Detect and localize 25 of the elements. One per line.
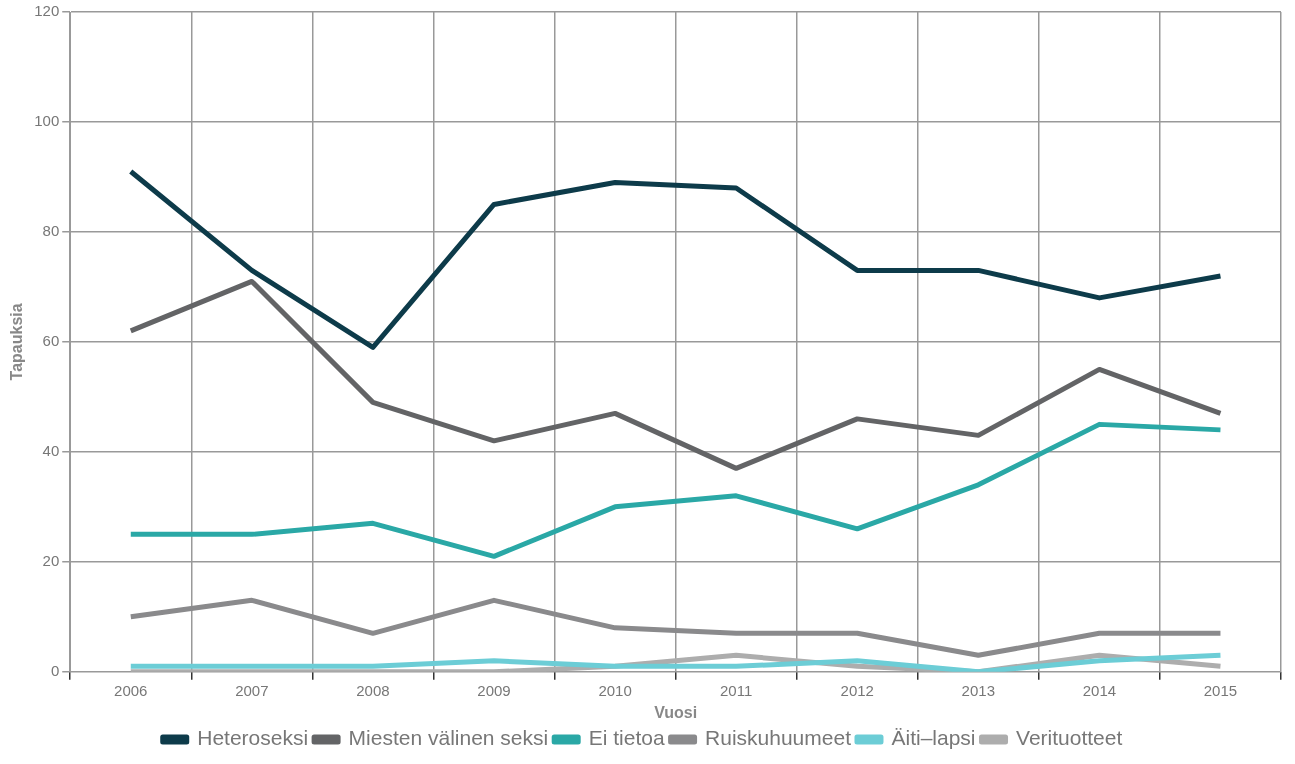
y-tick-label: 100 bbox=[34, 112, 60, 130]
x-tick-label: 2014 bbox=[1082, 681, 1117, 699]
y-tick-label: 120 bbox=[34, 2, 60, 20]
x-tick-label: 2013 bbox=[961, 681, 995, 699]
x-tick-label: 2012 bbox=[840, 681, 874, 699]
y-tick-label: 80 bbox=[42, 222, 60, 240]
x-tick-label: 2010 bbox=[598, 681, 632, 699]
legend-label: Ruiskuhuumeet bbox=[705, 726, 852, 750]
x-axis-title: Vuosi bbox=[654, 703, 698, 721]
x-tick-label: 2008 bbox=[356, 681, 390, 699]
x-tick-label: 2007 bbox=[235, 681, 269, 699]
x-tick-label: 2006 bbox=[114, 681, 148, 699]
legend-label: Ei tietoa bbox=[588, 726, 665, 750]
y-tick-label: 60 bbox=[42, 332, 60, 350]
legend-label: Verituotteet bbox=[1016, 726, 1123, 750]
y-tick-label: 0 bbox=[50, 661, 60, 679]
x-tick-label: 2015 bbox=[1203, 681, 1238, 699]
y-tick-label: 20 bbox=[42, 551, 60, 569]
y-tick-label: 40 bbox=[42, 442, 60, 460]
legend-label: Miesten välinen seksi bbox=[348, 726, 549, 750]
legend-label: Heteroseksi bbox=[197, 726, 309, 750]
x-tick-label: 2009 bbox=[477, 681, 511, 699]
y-axis-title: Tapauksia bbox=[8, 303, 26, 381]
x-tick-label: 2011 bbox=[720, 681, 753, 699]
legend-label: Äiti–lapsi bbox=[891, 726, 976, 750]
